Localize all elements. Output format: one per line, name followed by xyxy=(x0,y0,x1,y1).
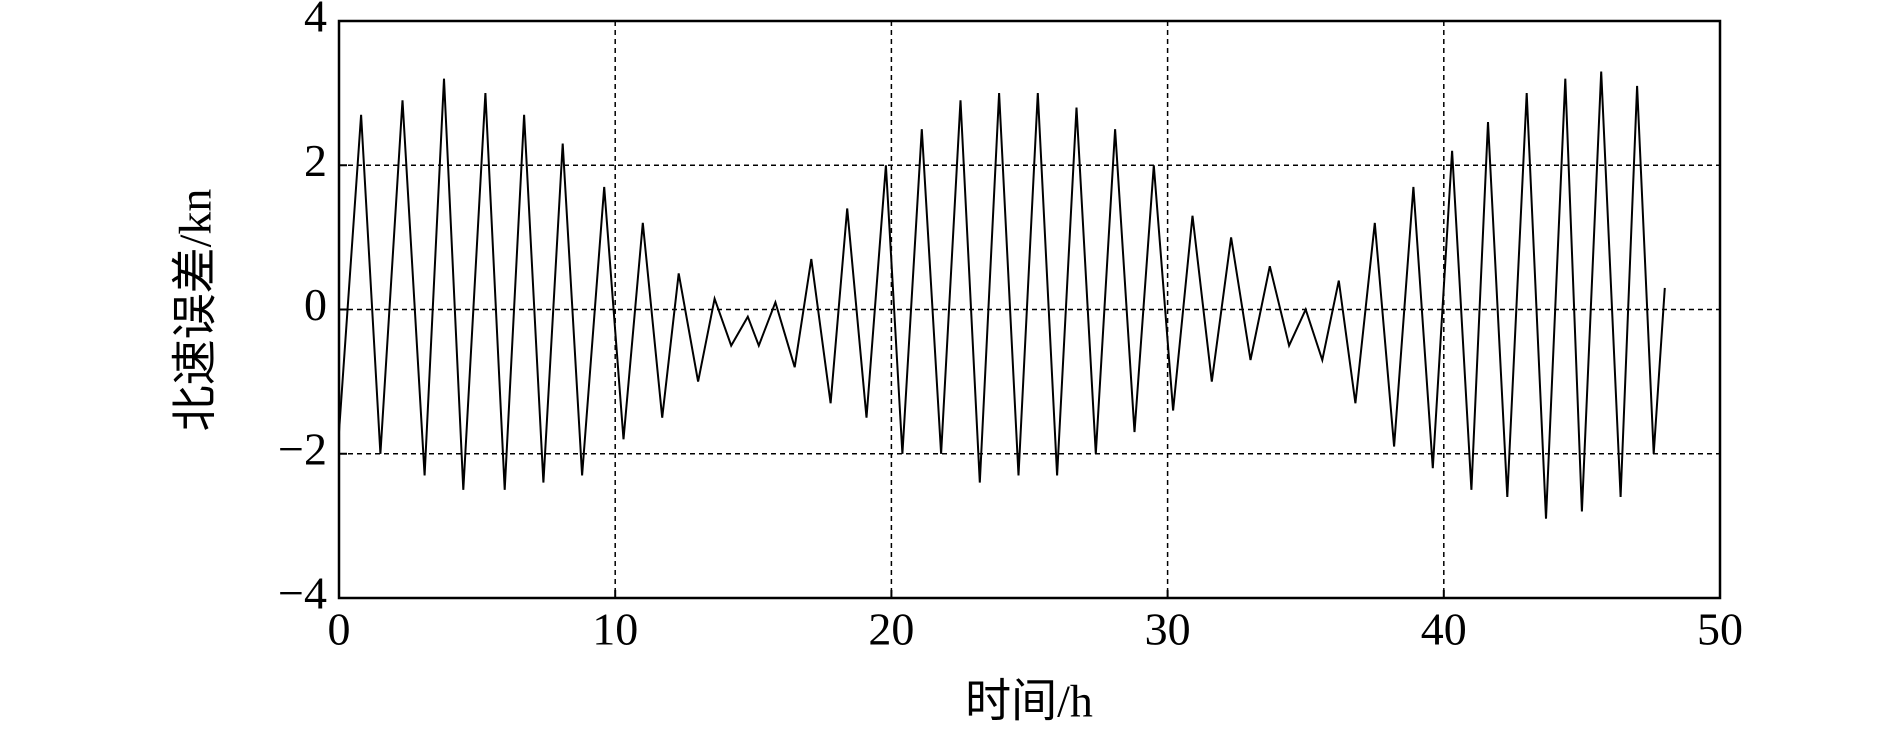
x-tick-label: 30 xyxy=(1145,604,1191,655)
plot-frame xyxy=(337,19,1722,600)
y-tick-label: 0 xyxy=(304,279,327,330)
data-line xyxy=(338,71,1666,519)
x-tick-label: 10 xyxy=(592,604,638,655)
x-axis-label: 时间/h xyxy=(965,676,1093,727)
y-tick-label: −4 xyxy=(278,568,327,619)
y-tick-label: 2 xyxy=(304,135,327,186)
y-axis-label: 北速误差/kn xyxy=(170,189,221,432)
x-tick-label: 40 xyxy=(1421,604,1467,655)
x-tick-label: 0 xyxy=(328,604,351,655)
x-tick-label: 50 xyxy=(1697,604,1743,655)
x-tick-label: 20 xyxy=(868,604,914,655)
y-tick-label: −2 xyxy=(278,423,327,474)
y-tick-label: 4 xyxy=(304,0,327,42)
